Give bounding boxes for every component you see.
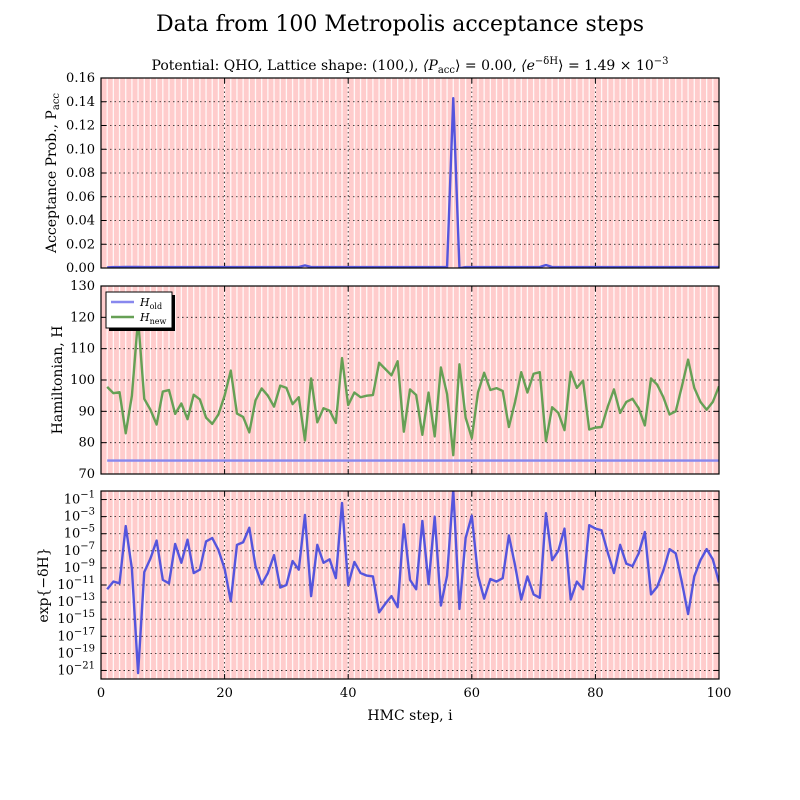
y-tick-label: 0.16 [66,71,95,86]
y-tick-exp: −13 [74,592,95,603]
subtitle-edh-sup: −δH [535,56,558,67]
y-tick-base: 10 [57,629,74,644]
y-tick-label: 10−1 [64,490,95,508]
y-axis-label-sub: acc [51,93,62,111]
y-tick-label: 10−9 [64,558,95,576]
subtitle-prefix: Potential: QHO, Lattice shape: (100,), [151,58,422,74]
y-tick-label: 0.08 [66,166,95,181]
y-tick-exp: −15 [74,609,95,620]
y-tick-label: 10−13 [57,592,95,610]
x-tick-label: 100 [707,686,732,701]
y-tick-base: 10 [64,561,81,576]
y-tick-base: 10 [57,646,74,661]
y-tick-label: 110 [70,342,95,357]
y-tick-label: 0.04 [66,214,95,229]
x-axis-label: HMC step, i [367,708,453,724]
legend-label-sub: old [150,302,163,311]
subtitle-pacc-val: ⟩ = 0.00, [455,58,521,74]
y-tick-base: 10 [64,493,81,508]
y-tick-label: 120 [70,310,95,325]
y-tick-label: 10−21 [57,660,95,678]
x-tick-label: 80 [587,686,604,701]
y-tick-label: 0.14 [66,95,95,110]
legend-box [105,291,173,329]
y-tick-label: 90 [78,404,95,419]
y-tick-label: 10−11 [57,575,95,593]
legend-label-sub: new [150,317,167,326]
y-tick-label: 80 [78,436,95,451]
series-line-hamiltonian-1 [106,317,719,457]
panel-acceptance: 0.00 0.02 0.04 0.06 0.08 0.10 0.12 0.14 0.16 Acce… [44,71,720,276]
y-tick-base: 10 [64,544,81,559]
x-tick-label: 40 [340,686,357,701]
y-tick-exp: −3 [80,507,95,518]
x-tick-label: 20 [216,686,233,701]
y-axis-label-text: Acceptance Prob., P [44,110,60,254]
panel-frame [100,285,720,475]
y-tick-base: 10 [64,527,81,542]
subtitle-edh: ⟨e [521,58,535,74]
subtitle-pacc: ⟨P [423,58,438,74]
y-tick-label: 130 [70,279,95,294]
panel-frame [100,77,720,269]
subtitle-edh-exp: −3 [654,56,669,67]
x-tick-label: 0 [97,686,105,701]
y-tick-base: 10 [57,612,74,627]
y-tick-exp: −1 [80,490,95,501]
y-tick-base: 10 [57,595,74,610]
chart-title: Data from 100 Metropolis acceptance step… [156,12,644,37]
chart-subtitle: Potential: QHO, Lattice shape: (100,), ⟨… [151,56,668,76]
y-tick-base: 10 [57,663,74,678]
y-tick-label: 10−3 [64,507,95,525]
panel-expdh: 10−2110−1910−1710−1510−1310−1110−910−710… [36,490,731,701]
y-tick-exp: −11 [74,575,95,586]
y-tick-base: 10 [57,578,74,593]
subtitle-pacc-sub: acc [438,65,456,76]
series-line-expdh-0 [106,491,719,675]
y-tick-exp: −19 [74,643,95,654]
y-axis-label-text: exp{−δH} [36,547,52,622]
series-line-acceptance-0 [107,96,719,268]
y-tick-exp: −17 [74,626,95,637]
y-axis-label-text: Hamiltonian, H [50,326,66,435]
y-tick-label: 0.02 [66,237,95,252]
y-tick-label: 10−17 [57,626,95,644]
y-tick-label: 10−5 [64,524,95,542]
y-tick-label: 0.10 [66,142,95,157]
y-tick-exp: −21 [74,660,95,671]
legend-label-main: H [139,311,150,324]
y-tick-exp: −9 [80,558,95,569]
y-tick-label: 10−15 [57,609,95,627]
y-tick-label: 10−7 [64,541,95,559]
y-axis-label: Acceptance Prob., Pacc [44,93,62,254]
legend-label-0: Hold [139,296,162,311]
y-tick-label: 100 [70,373,95,388]
y-axis-label: Hamiltonian, H [50,326,66,435]
y-tick-label: 10−19 [57,643,95,661]
y-tick-label: 0.00 [66,261,95,276]
y-tick-label: 0.12 [66,119,95,134]
y-tick-label: 0.06 [66,190,95,205]
legend-label-1: Hnew [139,311,166,326]
y-tick-base: 10 [64,510,81,525]
subtitle-edh-val: ⟩ = 1.49 × 10 [558,58,654,74]
y-axis-label: exp{−δH} [36,547,52,622]
y-tick-exp: −5 [80,524,95,535]
panel-frame [100,490,720,680]
x-tick-label: 60 [464,686,481,701]
y-tick-exp: −7 [80,541,95,552]
y-tick-label: 70 [78,467,95,482]
legend-label-main: H [139,296,150,309]
